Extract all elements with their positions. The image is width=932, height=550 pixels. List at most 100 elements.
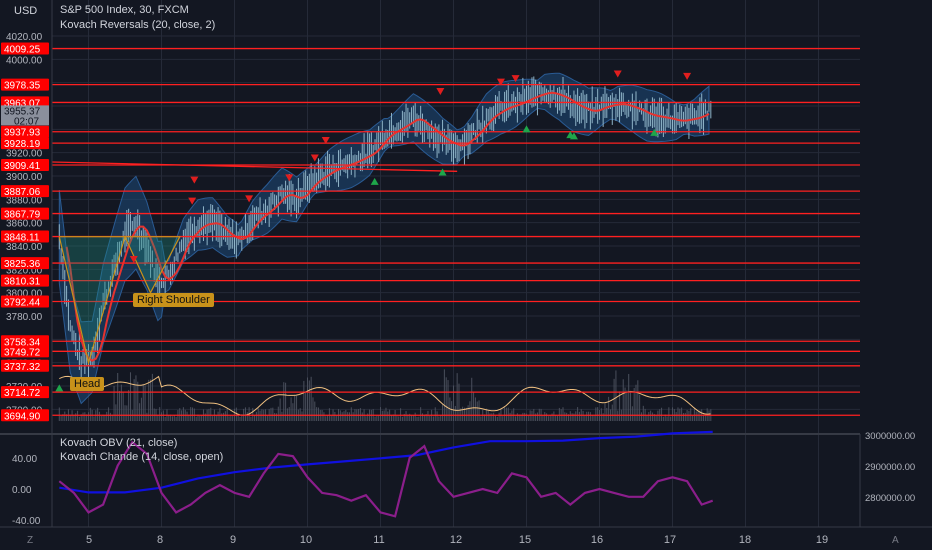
level-tag (1, 274, 49, 287)
reversal-markers (55, 70, 692, 392)
down-marker (129, 256, 138, 263)
indicator-reversals-label[interactable]: Kovach Reversals (20, close, 2) (60, 19, 216, 31)
up-marker (569, 132, 578, 140)
level-tag (1, 359, 49, 372)
obv-tick: 2800000.00 (865, 493, 915, 504)
level-tag-text: 3749.72 (4, 347, 41, 358)
indicator-obv-label[interactable]: Kovach OBV (21, close) (60, 437, 178, 449)
level-tag-text: 3978.35 (4, 81, 41, 92)
chande-tick: -40.00 (12, 516, 41, 527)
trend-line (51, 161, 458, 172)
price-tick: 3800.00 (6, 289, 43, 300)
level-tag-text: 3810.31 (4, 277, 41, 288)
level-tag (1, 125, 49, 138)
time-tick: 12 (450, 534, 462, 546)
down-marker (496, 78, 505, 86)
chande-tick: 0.00 (12, 485, 32, 496)
down-marker (436, 88, 445, 95)
price-tick: 3920.00 (6, 149, 43, 160)
level-tag (1, 295, 49, 308)
time-axis[interactable]: 5 8 9 10 11 12 15 16 17 18 19 (86, 534, 828, 546)
up-marker (522, 125, 531, 133)
chande-line (58, 440, 714, 518)
current-price-tag (1, 105, 49, 126)
up-marker (55, 384, 64, 392)
price-tick: 3860.00 (6, 219, 43, 230)
level-tag (1, 207, 49, 220)
level-tag-text: 3909.41 (4, 161, 41, 172)
time-tick: 17 (664, 534, 676, 546)
down-marker (285, 174, 294, 182)
countdown-text: 02:07 (14, 116, 39, 127)
level-tag-text: 3937.93 (4, 128, 41, 139)
price-tick: 4000.00 (6, 55, 43, 66)
up-marker (370, 177, 379, 185)
level-tag-text: 3737.32 (4, 362, 41, 373)
time-tick: 15 (519, 534, 531, 546)
time-tick: 9 (230, 534, 236, 546)
level-tag-text: 3825.36 (4, 259, 41, 270)
level-tag-text: 3848.11 (4, 233, 40, 244)
down-marker (190, 176, 199, 184)
obv-line (59, 430, 713, 494)
level-tag-text: 4009.25 (4, 45, 41, 56)
moving-average-line (65, 91, 710, 362)
price-tick: 3820.00 (6, 265, 43, 276)
level-tag-text: 3792.44 (4, 297, 41, 308)
head-label[interactable]: Head (70, 377, 105, 391)
symbol-title[interactable]: S&P 500 Index, 30, FXCM (60, 4, 189, 16)
time-tick: 10 (300, 534, 312, 546)
price-tick: 3840.00 (6, 242, 43, 253)
right-shoulder-label[interactable]: Right Shoulder (133, 293, 214, 307)
down-marker (683, 72, 692, 80)
time-tick: 16 (591, 534, 603, 546)
down-marker (310, 154, 319, 162)
price-tick: 3880.00 (6, 195, 43, 206)
level-tag-text: 3694.90 (4, 411, 41, 422)
level-tag-text: 3928.19 (4, 139, 41, 150)
level-tag (1, 335, 49, 348)
current-price-text: 3955.37 (4, 106, 41, 117)
volume-bars (58, 369, 712, 421)
down-marker (188, 197, 197, 205)
level-tag (1, 78, 49, 91)
level-tag (1, 159, 49, 172)
time-tick: 5 (86, 534, 92, 546)
volume-oscillator-line (59, 375, 711, 416)
chande-axis: 40.00 0.00 -40.00 (12, 454, 41, 527)
head-and-shoulders-pattern[interactable] (58, 234, 181, 366)
level-tag (1, 257, 49, 270)
obv-axis: 3000000.00 2900000.00 2800000.00 (865, 431, 915, 504)
indicator-chande-label[interactable]: Kovach Chande (14, close, open) (60, 451, 224, 463)
down-marker (511, 75, 520, 83)
up-marker (438, 168, 447, 176)
down-marker (245, 195, 254, 203)
time-tick: 19 (816, 534, 828, 546)
level-tag (1, 185, 49, 198)
price-tick: 3780.00 (6, 312, 43, 323)
horizontal-levels[interactable] (51, 47, 860, 416)
level-tag-text: 3714.72 (4, 388, 41, 399)
time-tick: 8 (157, 534, 163, 546)
level-tag-text: 3867.79 (4, 210, 41, 221)
level-tag (1, 345, 49, 358)
time-tick: 11 (373, 534, 384, 546)
price-tick: 3900.00 (6, 172, 43, 183)
level-tag-text: 3963.07 (4, 98, 41, 109)
level-tag (1, 42, 49, 55)
obv-tick: 2900000.00 (865, 462, 915, 473)
up-marker (650, 128, 659, 136)
price-tick: 4020.00 (6, 32, 43, 43)
level-tag (1, 137, 49, 150)
time-tick: 18 (739, 534, 751, 546)
zoom-icon[interactable]: Z (27, 535, 33, 546)
level-tag (1, 230, 49, 243)
currency-label: USD (14, 5, 37, 17)
obv-tick: 3000000.00 (865, 431, 915, 442)
down-marker (321, 137, 330, 144)
chande-tick: 40.00 (12, 454, 37, 465)
auto-scale-button[interactable]: A (892, 535, 899, 546)
level-tag (1, 386, 49, 399)
